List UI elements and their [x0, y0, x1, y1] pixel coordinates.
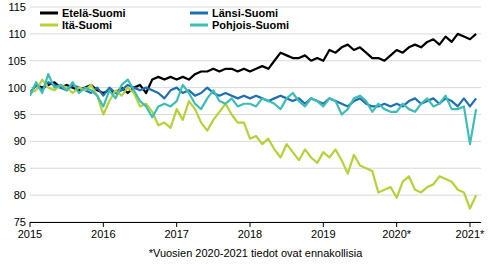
grid-line	[30, 168, 481, 169]
y-tick-label: 75	[14, 216, 26, 228]
legend-swatch	[190, 24, 208, 27]
grid-line	[30, 33, 481, 34]
x-tick	[250, 222, 251, 227]
series-line	[30, 80, 476, 209]
x-tick-label: 2017	[164, 228, 188, 240]
x-axis-line	[30, 222, 481, 223]
legend-label: Pohjois-Suomi	[212, 19, 289, 31]
legend-swatch	[190, 12, 208, 15]
y-tick-label: 95	[14, 109, 26, 121]
legend-label: Itä-Suomi	[62, 19, 112, 31]
legend-label: Etelä-Suomi	[62, 7, 126, 19]
x-tick	[396, 222, 397, 227]
y-tick-label: 100	[8, 82, 26, 94]
series-line	[30, 34, 476, 93]
y-tick-label: 110	[8, 28, 26, 40]
grid-line	[30, 60, 481, 61]
y-tick-label: 105	[8, 55, 26, 67]
legend-swatch	[40, 24, 58, 27]
series-line	[30, 74, 476, 144]
y-tick-label: 85	[14, 162, 26, 174]
x-tick-label: 2018	[238, 228, 262, 240]
grid-line	[30, 195, 481, 196]
x-tick-label: 2016	[91, 228, 115, 240]
footnote: *Vuosien 2020-2021 tiedot ovat ennakolli…	[149, 247, 364, 259]
x-tick	[176, 222, 177, 227]
grid-line	[30, 141, 481, 142]
x-tick	[470, 222, 471, 227]
grid-line	[30, 114, 481, 115]
x-tick-label: 2021*	[456, 228, 485, 240]
plot-area	[30, 34, 476, 209]
y-tick-label: 115	[8, 1, 26, 13]
legend-swatch	[40, 12, 58, 15]
chart: 75 80 85 90 95 100 105 110 115 2015 2016 2017 2018 20…	[0, 0, 494, 265]
grid-line	[30, 222, 481, 223]
x-tick	[323, 222, 324, 227]
legend-label: Länsi-Suomi	[212, 7, 278, 19]
x-tick-label: 2015	[18, 228, 42, 240]
x-tick	[103, 222, 104, 227]
x-tick	[30, 222, 31, 227]
y-tick-label: 90	[14, 135, 26, 147]
x-tick-label: 2019	[311, 228, 335, 240]
x-tick-label: 2020*	[382, 228, 411, 240]
y-tick-label: 80	[14, 189, 26, 201]
